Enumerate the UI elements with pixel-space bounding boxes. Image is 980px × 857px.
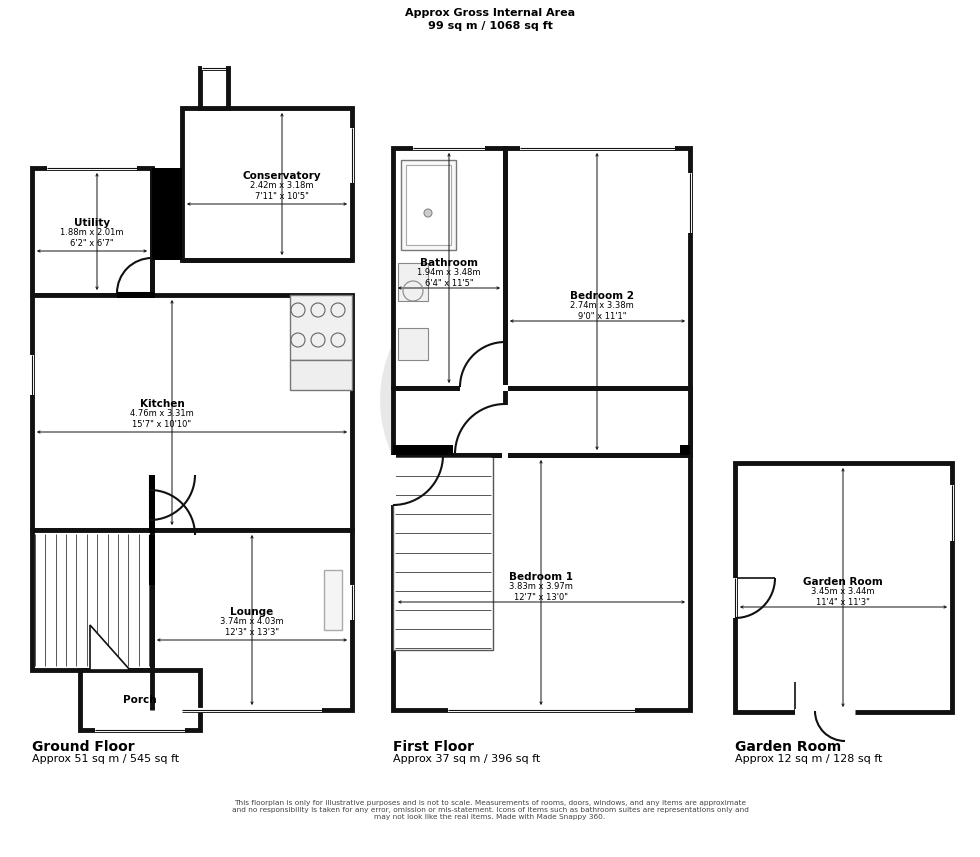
Text: This floorplan is only for illustrative purposes and is not to scale. Measuremen: This floorplan is only for illustrative … [231,800,749,820]
Text: Approx 37 sq m / 396 sq ft: Approx 37 sq m / 396 sq ft [393,754,540,764]
Bar [200,68,228,108]
Text: 3.45m x 3.44m
11'4" x 11'3": 3.45m x 3.44m 11'4" x 11'3" [811,587,875,607]
Bar [393,455,690,710]
Text: JR: JR [486,333,584,417]
Text: Ground Floor: Ground Floor [32,740,134,754]
Text: 99 sq m / 1068 sq ft: 99 sq m / 1068 sq ft [427,21,553,31]
Text: Porch: Porch [123,695,157,705]
Bar [795,709,855,715]
Bar [80,670,200,730]
Bar [735,463,952,712]
Circle shape [424,209,432,217]
Bar [460,385,508,391]
Text: Lounge: Lounge [230,607,273,617]
Text: Approx 12 sq m / 128 sq ft: Approx 12 sq m / 128 sq ft [735,754,882,764]
Text: 3.74m x 4.03m
12'3" x 13'3": 3.74m x 4.03m 12'3" x 13'3" [220,617,284,637]
Bar [182,108,352,260]
Text: 1.94m x 3.48m
6'4" x 11'5": 1.94m x 3.48m 6'4" x 11'5" [417,268,481,288]
Text: Approx Gross Internal Area: Approx Gross Internal Area [405,8,575,18]
Bar [502,405,508,458]
Bar [393,388,690,455]
Bar [390,455,396,505]
Text: Conservatory: Conservatory [243,171,321,181]
Bar [393,455,493,650]
Bar [680,445,690,455]
Polygon shape [90,625,130,670]
Bar [393,445,453,455]
Ellipse shape [380,257,690,542]
Bar [32,295,352,530]
Bar [393,148,505,388]
Text: Garden Room: Garden Room [804,577,883,587]
Text: Bedroom 1: Bedroom 1 [509,572,573,582]
Bar [32,168,152,295]
Bar [152,530,352,710]
Bar [324,570,342,630]
Text: Kitchen: Kitchen [139,399,184,409]
Text: 2.74m x 3.38m
9'0" x 11'1": 2.74m x 3.38m 9'0" x 11'1" [570,301,634,321]
Bar [149,475,155,533]
Bar [32,530,152,670]
Bar [460,385,508,391]
Bar [398,263,428,301]
Text: 4.76m x 3.31m
15'7" x 10'10": 4.76m x 3.31m 15'7" x 10'10" [130,409,194,429]
Bar [406,165,451,245]
Text: 3.83m x 3.97m
12'7" x 13'0": 3.83m x 3.97m 12'7" x 13'0" [509,582,573,602]
Text: Approx 51 sq m / 545 sq ft: Approx 51 sq m / 545 sq ft [32,754,179,764]
Text: Garden Room: Garden Room [735,740,841,754]
Bar [505,148,690,455]
Bar [290,360,352,390]
Text: Bathroom: Bathroom [420,258,478,268]
Text: 1.88m x 2.01m
6'2" x 6'7": 1.88m x 2.01m 6'2" x 6'7" [60,228,123,248]
Bar [152,168,182,260]
Text: First Floor: First Floor [393,740,474,754]
Bar [149,535,155,585]
Text: Bedroom 2: Bedroom 2 [570,291,634,301]
Bar [117,292,155,298]
Text: 2.42m x 3.18m
7'11" x 10'5": 2.42m x 3.18m 7'11" x 10'5" [250,181,314,201]
Bar [290,295,352,360]
Text: Utility: Utility [74,218,110,228]
Bar [398,328,428,360]
Text: PROPERTIES: PROPERTIES [479,428,591,442]
Bar [401,160,456,250]
